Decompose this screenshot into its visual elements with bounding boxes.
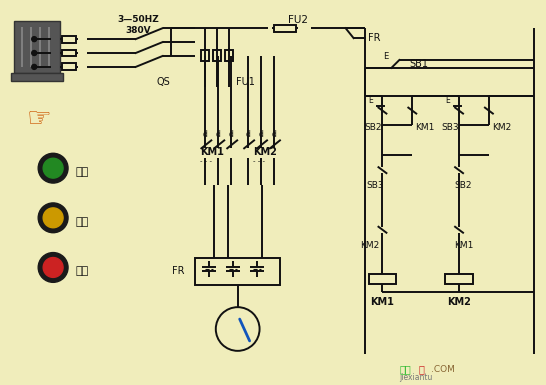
Circle shape bbox=[38, 203, 68, 233]
Text: E: E bbox=[369, 95, 373, 105]
Text: 反转: 反转 bbox=[75, 217, 88, 227]
Bar bbox=[225, 50, 233, 62]
Text: 3—50HZ
380V: 3—50HZ 380V bbox=[118, 15, 159, 35]
Circle shape bbox=[43, 158, 63, 178]
Text: E: E bbox=[445, 95, 450, 105]
Circle shape bbox=[32, 50, 37, 55]
Text: FR: FR bbox=[367, 33, 380, 43]
Text: KM2: KM2 bbox=[492, 122, 511, 132]
Bar bbox=[369, 275, 396, 285]
Text: ☞: ☞ bbox=[27, 105, 52, 132]
Circle shape bbox=[38, 253, 68, 282]
Bar bbox=[62, 50, 76, 57]
Circle shape bbox=[43, 258, 63, 277]
Text: SB2: SB2 bbox=[454, 181, 472, 190]
Text: FR: FR bbox=[171, 266, 184, 276]
Text: 正转: 正转 bbox=[75, 167, 88, 177]
Circle shape bbox=[38, 153, 68, 183]
Text: KM1: KM1 bbox=[416, 122, 435, 132]
Bar bbox=[445, 275, 473, 285]
Text: d: d bbox=[246, 131, 251, 139]
Text: KM2: KM2 bbox=[360, 241, 380, 249]
Text: d: d bbox=[216, 131, 221, 139]
Text: SB2: SB2 bbox=[365, 122, 382, 132]
Text: SB3: SB3 bbox=[366, 181, 384, 190]
Text: 接线: 接线 bbox=[399, 364, 411, 374]
Text: KM2: KM2 bbox=[253, 147, 277, 157]
Text: KM1: KM1 bbox=[454, 241, 473, 249]
Text: SB1: SB1 bbox=[410, 59, 428, 69]
Text: 图: 图 bbox=[418, 364, 424, 374]
Text: d: d bbox=[203, 131, 208, 139]
Bar bbox=[14, 21, 60, 73]
Bar bbox=[213, 50, 221, 62]
Bar bbox=[11, 73, 63, 81]
Text: jiexiantu: jiexiantu bbox=[399, 373, 433, 382]
Bar bbox=[62, 36, 76, 43]
Circle shape bbox=[43, 208, 63, 228]
Circle shape bbox=[32, 37, 37, 42]
Bar bbox=[62, 64, 76, 70]
Text: QS: QS bbox=[157, 77, 170, 87]
Text: d: d bbox=[271, 131, 276, 139]
Text: KM2: KM2 bbox=[447, 297, 471, 307]
Text: d: d bbox=[259, 131, 264, 139]
Text: FU1: FU1 bbox=[236, 77, 255, 87]
Text: KM1: KM1 bbox=[371, 297, 394, 307]
Text: - - -: - - - bbox=[253, 158, 265, 164]
Bar bbox=[274, 25, 296, 32]
Circle shape bbox=[32, 64, 37, 69]
Text: E: E bbox=[383, 52, 389, 61]
Text: FU2: FU2 bbox=[288, 15, 308, 25]
Text: 停止: 停止 bbox=[75, 266, 88, 276]
Text: .COM: .COM bbox=[431, 365, 455, 374]
Text: SB3: SB3 bbox=[441, 122, 459, 132]
Text: d: d bbox=[229, 131, 234, 139]
Bar bbox=[201, 50, 209, 62]
Text: - - -: - - - bbox=[200, 158, 212, 164]
Text: KM1: KM1 bbox=[200, 147, 224, 157]
Bar bbox=[195, 258, 280, 285]
